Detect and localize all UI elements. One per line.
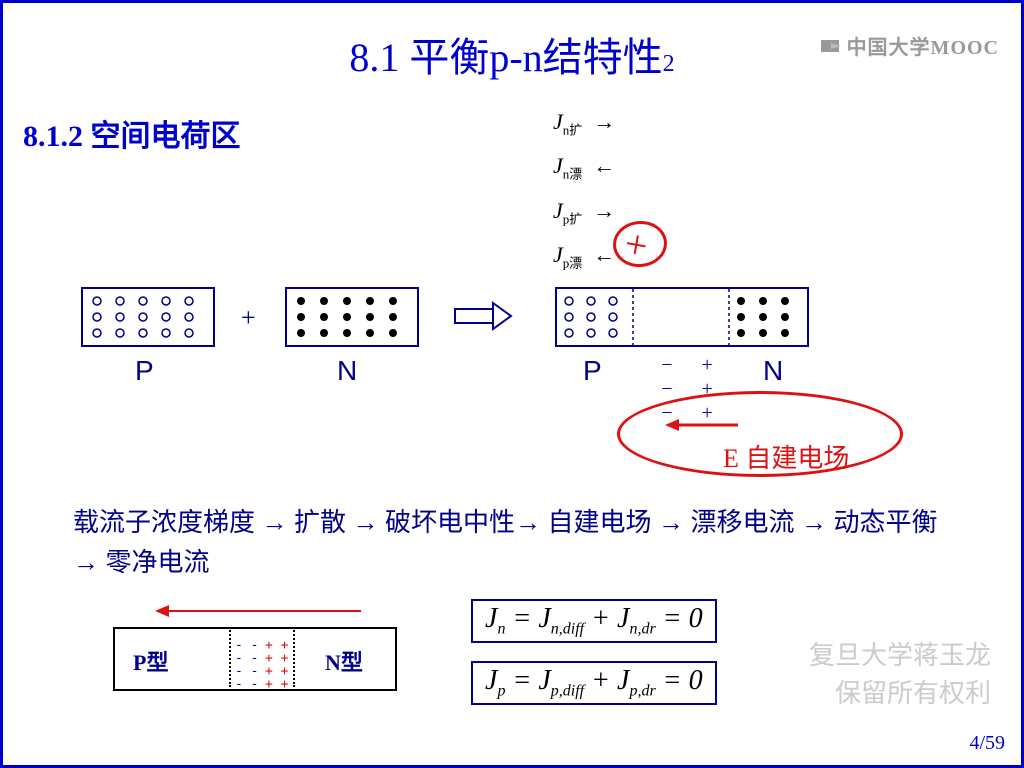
watermark-line2: 保留所有权利 [835,673,991,710]
page-number: 4/59 [969,732,1005,755]
equation-jn: Jn = Jn,diff + Jn,dr = 0 [471,599,717,643]
n-type-label: N型 [325,645,363,677]
dashed-line-1 [229,627,231,687]
combine-arrow-icon [453,301,513,331]
jp-diff-row: Jp扩 → [553,192,615,230]
top-red-arrow-icon [151,601,371,621]
plus-charges: + + + + + + + + [265,639,288,691]
section-heading: 8.1.2 空间电荷区 [23,111,241,155]
current-list: Jn扩 → Jn漂 ← Jp扩 → Jp漂 ← [553,103,615,281]
equation-jp: Jp = Jp,diff + Jp,dr = 0 [471,661,717,705]
logo-text: 中国大学MOOC [847,31,999,60]
mooc-logo: 中国大学MOOC [821,31,999,60]
slide: 8.1 平衡p-n结特性2 中国大学MOOC 8.1.2 空间电荷区 Jn扩 →… [0,0,1024,768]
n-label-2: N [763,355,783,387]
p-holes-icon [83,289,213,345]
logo-icon [821,37,843,55]
watermark-line1: 复旦大学蒋玉龙 [809,635,991,672]
e-field-label: E 自建电场 [723,438,849,475]
jn-drift-row: Jn漂 ← [553,147,615,185]
title-sub: 2 [663,51,675,77]
p-type-label: P型 [133,645,168,677]
jp-drift-row: Jp漂 ← [553,236,615,274]
pn-junction-box [555,287,809,347]
e-field-arrow-icon [663,415,743,435]
minus-charges: - - - - - - - - [235,639,258,691]
dashed-line-2 [293,627,295,687]
n-electrons-icon [287,289,417,345]
p-region-box [81,287,215,347]
process-text: 载流子浓度梯度 → 扩散 → 破坏电中性→ 自建电场 → 漂移电流 → 动态平衡… [73,503,953,584]
p-label-1: P [135,355,154,387]
n-label-1: N [337,355,357,387]
p-label-2: P [583,355,602,387]
pn-junction-icon [557,289,807,345]
jn-diff-row: Jn扩 → [553,103,615,141]
n-region-box [285,287,419,347]
plus-symbol: + [241,303,256,333]
title-main: 8.1 平衡p-n结特性 [349,35,662,80]
